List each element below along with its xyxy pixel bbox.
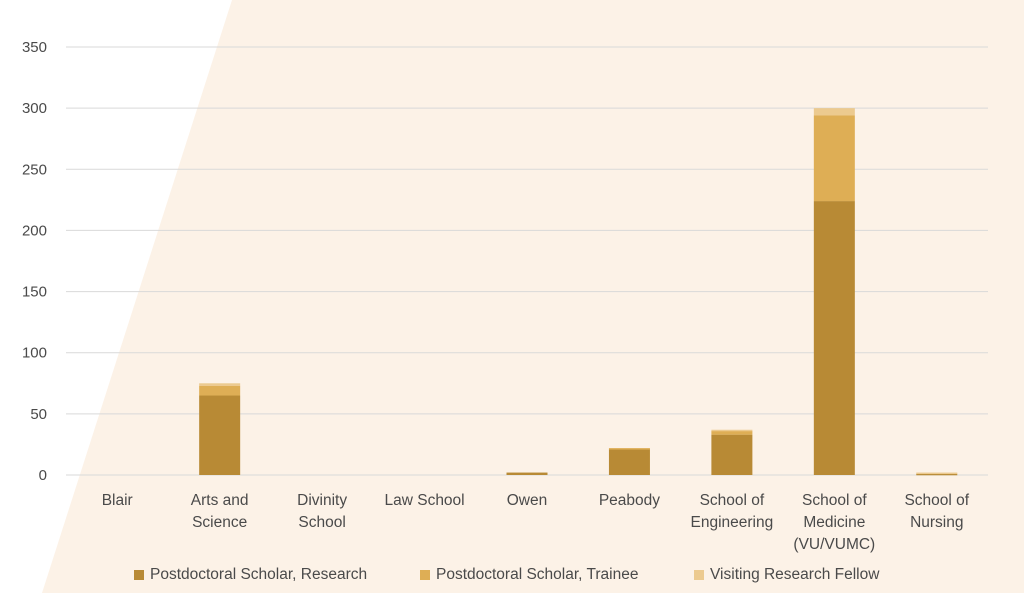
legend-item-research: Postdoctoral Scholar, Research — [134, 566, 367, 584]
bar-segment-2-series-2 — [199, 385, 241, 396]
bar-segment-6-series-2 — [608, 448, 650, 450]
legend-item-trainee: Postdoctoral Scholar, Trainee — [420, 566, 638, 584]
bar-segment-2-series-3 — [199, 383, 241, 386]
bar-segment-6-series-1 — [608, 449, 650, 475]
bars — [199, 108, 958, 476]
legend-label-visiting: Visiting Research Fellow — [710, 566, 880, 583]
x-category-label-7: School of Engineering — [691, 492, 774, 531]
y-tick-label-350: 350 — [22, 39, 47, 56]
bar-segment-9-series-3 — [916, 472, 958, 475]
stacked-bar-chart: 0 50 100 150 200 250 300 350 Blair Arts and Scien… — [22, 39, 988, 553]
y-tick-label-200: 200 — [22, 222, 47, 239]
legend-label-research: Postdoctoral Scholar, Research — [150, 566, 368, 583]
y-tick-label-0: 0 — [39, 467, 47, 484]
y-tick-label-300: 300 — [22, 100, 47, 117]
bar-segment-8-series-2 — [813, 115, 855, 202]
y-tick-label-50: 50 — [30, 406, 47, 423]
y-tick-label-100: 100 — [22, 345, 47, 362]
legend-swatch-trainee — [420, 570, 430, 580]
bar-segment-9-series-1 — [916, 473, 958, 476]
legend-swatch-research — [134, 570, 144, 580]
legend: Postdoctoral Scholar, Research Postdocto… — [0, 566, 1024, 590]
y-tick-label-250: 250 — [22, 161, 47, 178]
bar-segment-8-series-1 — [813, 201, 855, 475]
x-category-label-9: School of Nursing — [904, 492, 969, 531]
y-tick-label-150: 150 — [22, 284, 47, 301]
bar-segment-8-series-3 — [813, 108, 855, 116]
x-category-label-3: Divinity School — [297, 492, 347, 531]
legend-item-visiting: Visiting Research Fellow — [694, 566, 879, 584]
x-category-label-1: Blair — [102, 492, 133, 509]
y-axis-tick-labels: 0 50 100 150 200 250 300 350 — [22, 39, 47, 484]
legend-swatch-visiting — [694, 570, 704, 580]
background-band-shape — [42, 0, 1024, 593]
bar-segment-7-series-2 — [711, 430, 753, 435]
bar-segment-2-series-1 — [199, 395, 241, 475]
x-category-label-5: Owen — [507, 492, 548, 509]
x-category-label-2: Arts and Science — [191, 492, 249, 531]
bar-segment-7-series-1 — [711, 434, 753, 475]
x-category-label-6: Peabody — [599, 492, 660, 509]
x-category-label-4: Law School — [384, 492, 464, 509]
x-axis-category-labels: Blair Arts and Science Divinity School Law Sc… — [102, 492, 970, 553]
bar-segment-7-series-3 — [711, 429, 753, 432]
legend-label-trainee: Postdoctoral Scholar, Trainee — [436, 566, 639, 583]
x-category-label-8: School of Medicine (VU/VUMC) — [793, 492, 875, 553]
bar-segment-5-series-1 — [506, 472, 548, 475]
